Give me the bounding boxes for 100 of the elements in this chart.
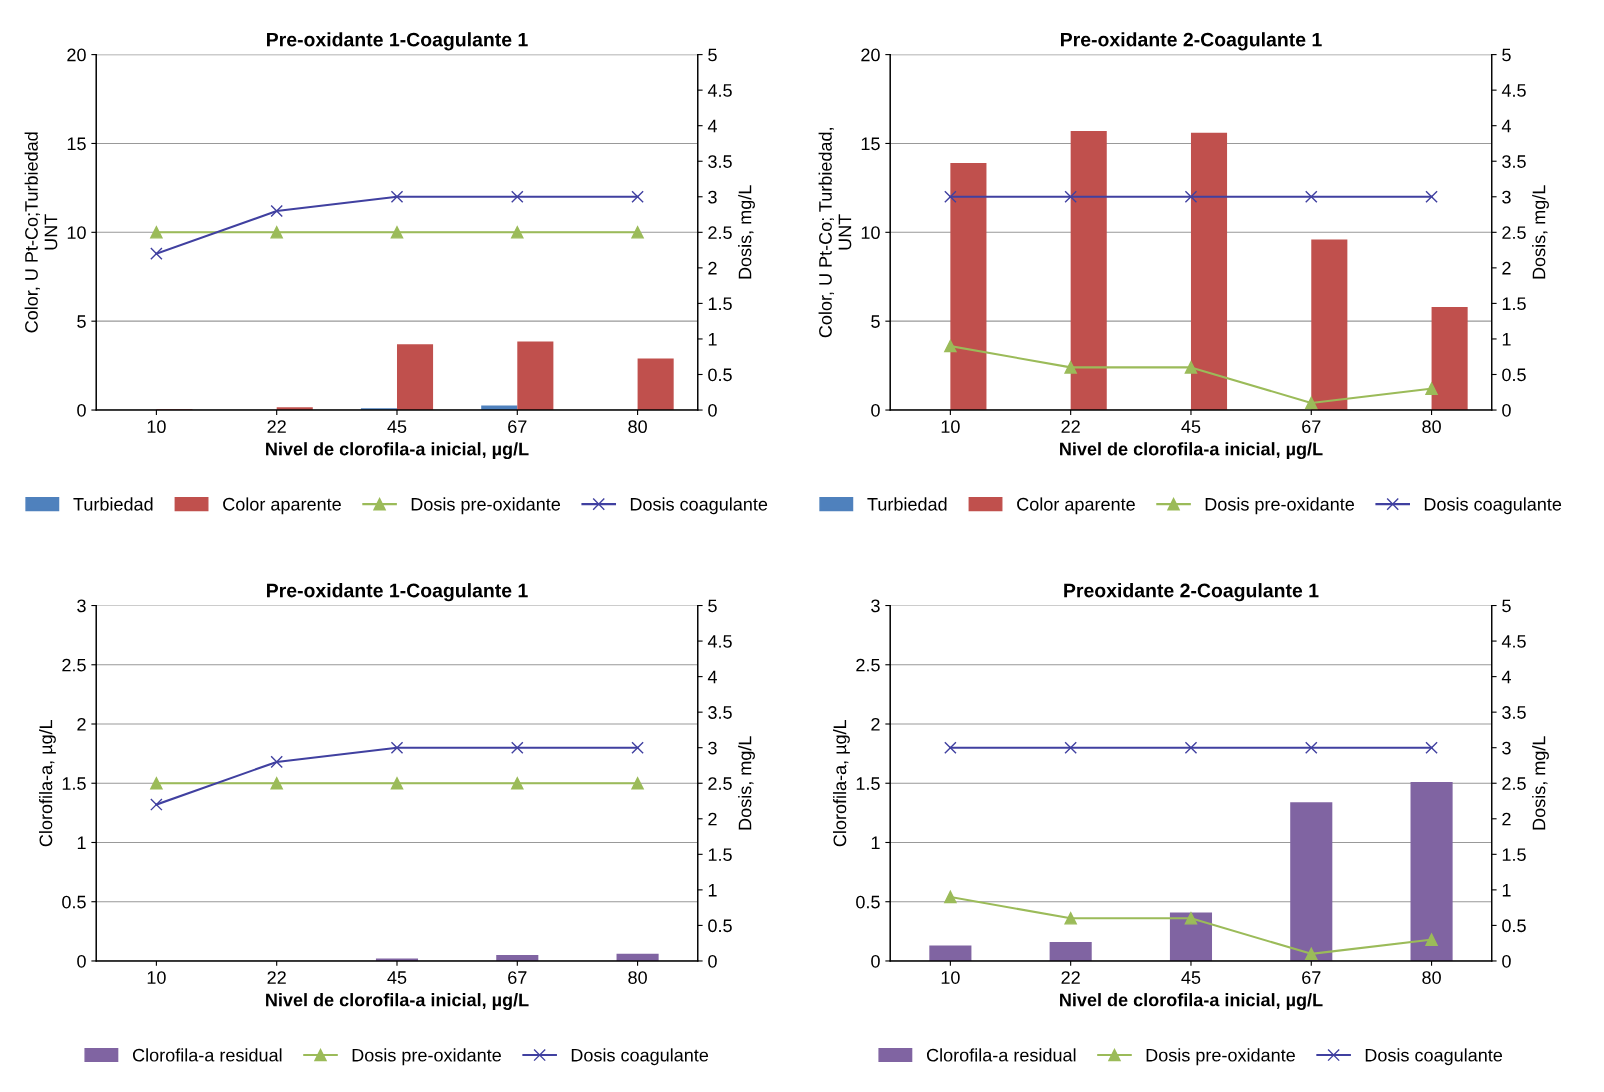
- y2-axis-title: Dosis, mg/L: [738, 736, 755, 830]
- y2-tick-label: 1.5: [1502, 848, 1526, 862]
- y-tick-label: 1: [871, 836, 880, 850]
- y2-tick-label: 4: [707, 119, 717, 133]
- legend-label: Dosis coagulante: [571, 1048, 709, 1066]
- x-tick-label: 22: [1061, 420, 1080, 433]
- y2-tick-label: 2.5: [708, 777, 732, 790]
- x-axis-title: Nivel de clorofila-a inicial, µg/L: [266, 993, 529, 1010]
- x-tick-label: 22: [1061, 971, 1080, 984]
- y2-tick-label: 0.5: [708, 368, 732, 382]
- x-tick-label: 80: [628, 420, 647, 434]
- chart-title: Pre-oxidante 2-Coagulante 1: [1061, 32, 1322, 51]
- y-axis-title: Clorofila-a, µg/L: [39, 719, 56, 847]
- legend-label: Turbiedad: [867, 497, 947, 511]
- y2-tick-label: 2.5: [1502, 226, 1526, 240]
- legend-label: Dosis pre-oxidante: [1146, 1048, 1295, 1066]
- y-tick-label: 10: [861, 226, 880, 240]
- y2-tick-label: 3.5: [708, 706, 732, 719]
- y-axis-title: Clorofila-a, µg/L: [833, 719, 850, 847]
- y2-tick-label: 5: [1502, 599, 1511, 613]
- y-tick-label: 1: [77, 836, 86, 850]
- y-tick-label: 20: [67, 48, 86, 62]
- chart-title: Preoxidante 2-Coagulante 1: [1064, 583, 1319, 602]
- y2-tick-label: 2: [1502, 261, 1511, 275]
- y2-tick-label: 0: [1502, 403, 1511, 417]
- chart-title: Pre-oxidante 1-Coagulante 1: [267, 32, 528, 51]
- x-tick-label: 67: [1302, 971, 1321, 984]
- legend-label: Color aparente: [223, 497, 341, 515]
- x-tick-label: 67: [508, 971, 527, 984]
- y2-tick-label: 1.5: [1502, 297, 1526, 311]
- y2-tick-label: 3.5: [1502, 706, 1526, 719]
- y-axis-title: Color, U Pt-Co; Turbiedad, UNT: [818, 128, 852, 338]
- y-tick-label: 2: [871, 717, 880, 731]
- y2-tick-label: 3: [1502, 741, 1511, 755]
- x-tick-label: 45: [1181, 971, 1201, 984]
- y2-tick-label: 0: [708, 403, 717, 417]
- y-tick-label: 1.5: [856, 777, 880, 790]
- x-tick-label: 10: [147, 420, 166, 434]
- y2-tick-label: 0.5: [708, 919, 732, 933]
- chart-title: Pre-oxidante 1-Coagulante 1: [267, 583, 528, 602]
- y-tick-label: 15: [861, 137, 880, 151]
- y-tick-label: 2.5: [856, 658, 880, 672]
- y-tick-label: 0: [77, 954, 86, 968]
- x-tick-label: 45: [1181, 420, 1201, 434]
- y2-tick-label: 2: [708, 812, 717, 826]
- legend-label: Dosis pre-oxidante: [352, 1048, 501, 1066]
- legend-label: Dosis pre-oxidante: [1205, 497, 1354, 515]
- y2-tick-label: 0: [708, 954, 717, 968]
- y2-tick-label: 1: [708, 333, 717, 346]
- y2-axis-title: Dosis, mg/L: [1532, 185, 1549, 279]
- y2-tick-label: 1.5: [708, 848, 732, 862]
- y2-tick-label: 3: [708, 741, 717, 755]
- y2-tick-label: 2: [1502, 812, 1511, 826]
- y-tick-label: 3: [871, 599, 880, 613]
- x-axis-title: Nivel de clorofila-a inicial, µg/L: [1060, 993, 1323, 1010]
- legend-label: Turbiedad: [73, 497, 153, 511]
- y2-tick-label: 0.5: [1502, 919, 1526, 933]
- y2-tick-label: 0.5: [1502, 368, 1526, 382]
- y2-axis-title: Dosis, mg/L: [1532, 736, 1549, 830]
- y2-tick-label: 5: [708, 599, 717, 613]
- legend-label: Clorofila-a residual: [132, 1048, 282, 1062]
- y-tick-label: 0: [871, 403, 880, 417]
- y-tick-label: 0.5: [62, 895, 86, 909]
- legend-label: Dosis coagulante: [630, 497, 768, 515]
- legend-label: Dosis coagulante: [1365, 1048, 1503, 1066]
- x-tick-label: 80: [1422, 971, 1441, 984]
- y2-tick-label: 4: [1501, 670, 1511, 684]
- y-tick-label: 1.5: [62, 777, 86, 790]
- y-tick-label: 10: [67, 226, 86, 240]
- legend-label: Clorofila-a residual: [926, 1048, 1076, 1062]
- y2-tick-label: 5: [1502, 48, 1511, 62]
- y-tick-label: 0.5: [856, 895, 880, 909]
- legend-label: Dosis coagulante: [1424, 497, 1562, 515]
- y-tick-label: 2: [77, 717, 86, 731]
- x-tick-label: 67: [1302, 420, 1321, 434]
- x-tick-label: 10: [147, 971, 166, 984]
- y2-tick-label: 2.5: [1502, 777, 1526, 790]
- x-tick-label: 67: [508, 420, 527, 434]
- y2-tick-label: 3.5: [1502, 155, 1526, 168]
- y-tick-label: 5: [77, 315, 86, 328]
- y2-tick-label: 2.5: [708, 226, 732, 240]
- x-axis-title: Nivel de clorofila-a inicial, µg/L: [1060, 442, 1323, 460]
- y2-tick-label: 3.5: [708, 155, 732, 168]
- y2-tick-label: 4.5: [707, 635, 732, 648]
- x-axis-title: Nivel de clorofila-a inicial, µg/L: [266, 442, 529, 460]
- legend-label: Color aparente: [1017, 497, 1135, 515]
- y2-tick-label: 4: [707, 670, 717, 684]
- y2-tick-label: 4.5: [707, 84, 732, 97]
- y2-tick-label: 3: [1502, 190, 1511, 204]
- x-tick-label: 10: [941, 971, 960, 984]
- y-tick-label: 2.5: [62, 658, 86, 672]
- y-tick-label: 3: [77, 599, 86, 613]
- x-tick-label: 45: [387, 971, 407, 984]
- x-tick-label: 22: [267, 420, 286, 433]
- y2-tick-label: 2: [708, 261, 717, 275]
- y-tick-label: 5: [871, 315, 880, 328]
- y2-tick-label: 1.5: [708, 297, 732, 311]
- x-tick-label: 80: [628, 971, 647, 984]
- y2-tick-label: 1: [708, 883, 717, 897]
- x-tick-label: 10: [941, 420, 960, 434]
